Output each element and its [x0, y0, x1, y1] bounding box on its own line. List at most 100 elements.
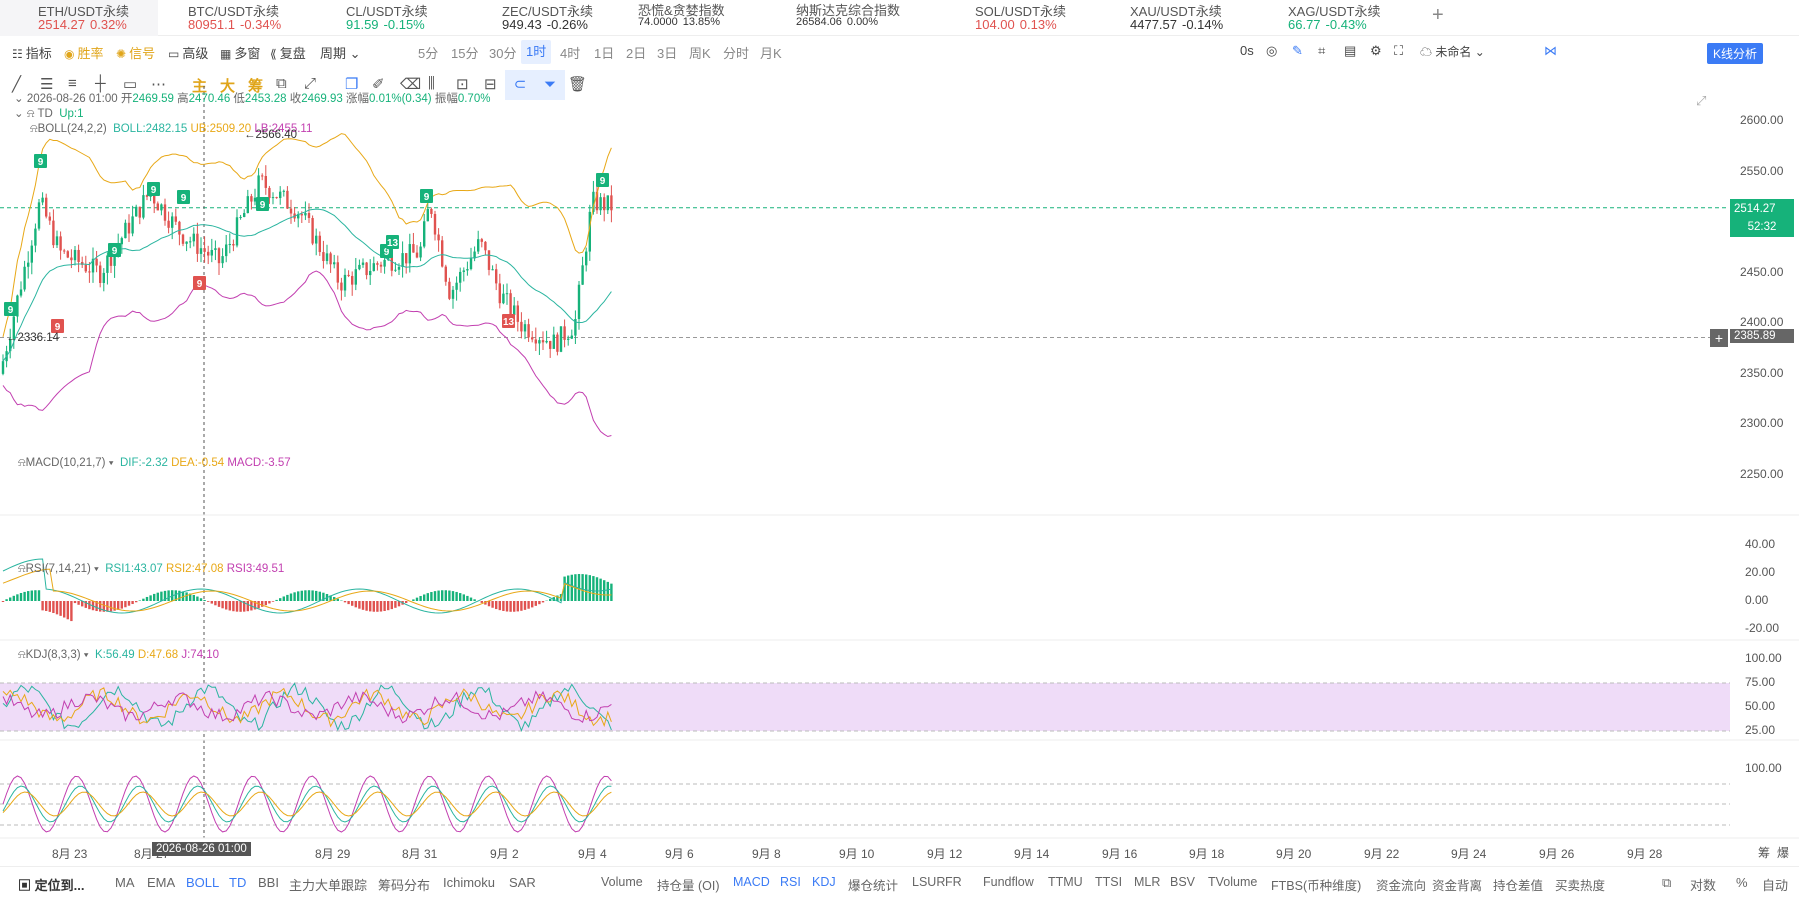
period-9[interactable]: 分时 — [723, 46, 750, 61]
winrate-button[interactable]: ◉ 胜率 — [64, 46, 104, 61]
edit-icon[interactable]: ⊟ — [484, 76, 497, 93]
sub-indicator-16[interactable]: 资金背离 — [1432, 879, 1483, 893]
chip-stats-icon[interactable]: ⧉ — [276, 75, 287, 92]
bars-icon[interactable]: ⫼ — [428, 75, 435, 92]
eraser-icon[interactable]: ⌫ — [400, 76, 422, 93]
period-7[interactable]: 3日 — [657, 46, 678, 61]
sub-indicator-0[interactable]: Volume — [601, 875, 643, 889]
sub-indicator-13[interactable]: TVolume — [1208, 875, 1258, 889]
expand-icon[interactable]: ⤢ — [1696, 93, 1707, 108]
countdown-toggle[interactable]: 0s — [1240, 43, 1254, 58]
template-icon[interactable]: ▤ — [1344, 43, 1357, 58]
collapse-icon[interactable]: ⌄ — [14, 108, 24, 120]
advanced-button[interactable]: ▭ 高级 — [168, 46, 209, 61]
sub-indicator-2[interactable]: MACD — [733, 875, 770, 889]
period-dropdown[interactable]: 周期 ⌄ — [320, 46, 361, 61]
burst-axis-toggle[interactable]: 爆 — [1777, 846, 1790, 860]
kline-analysis-button[interactable]: K线分析 — [1707, 43, 1764, 64]
sub-indicator-11[interactable]: MLR — [1134, 875, 1161, 889]
add-price-line-button[interactable]: + — [1710, 329, 1728, 347]
signal-button[interactable]: ✺ 信号 — [116, 46, 156, 61]
auto-scale-toggle[interactable]: 自动 — [1762, 878, 1789, 893]
period-0[interactable]: 5分 — [418, 46, 439, 61]
sub-indicator-14[interactable]: FTBS(币种维度) — [1271, 879, 1362, 893]
filter-icon[interactable]: ⏷ — [535, 70, 565, 100]
popout-icon[interactable]: ⧉ — [1662, 875, 1672, 890]
settings-icon[interactable]: ⚙ — [1370, 43, 1382, 58]
lock-icon[interactable]: ⊡ — [456, 76, 469, 93]
main-indicator-4[interactable]: BBI — [258, 875, 279, 890]
period-2[interactable]: 30分 — [489, 46, 517, 61]
indicator-button[interactable]: ☷ 指标 — [12, 46, 52, 61]
sub-indicator-15[interactable]: 资金流向 — [1376, 879, 1427, 893]
period-3[interactable]: 1时 — [521, 40, 552, 64]
ticker-4[interactable]: 恐慌&贪婪指数 74.0000 13.85% — [632, 0, 790, 36]
ticker-7[interactable]: XAU/USDT永续 4477.57 -0.14% — [1100, 0, 1258, 36]
locate-button[interactable]: ▣ 定位到... — [18, 878, 85, 893]
brush-icon[interactable]: ✐ — [372, 76, 385, 93]
chip-axis-toggle[interactable]: 筹 — [1758, 846, 1771, 860]
ticker-5[interactable]: 纳斯达克综合指数 26584.06 0.00% — [790, 0, 945, 36]
add-ticker-button[interactable]: + — [1432, 4, 1444, 26]
ticker-quote: 26584.06 0.00% — [796, 16, 878, 28]
sub-indicator-6[interactable]: LSUR — [912, 875, 946, 889]
period-5[interactable]: 1日 — [594, 46, 615, 61]
main-indicator-5[interactable]: 主力大单跟踪 — [289, 878, 368, 893]
period-6[interactable]: 2日 — [626, 46, 647, 61]
sub-indicator-4[interactable]: KDJ — [812, 875, 836, 889]
big-order-button[interactable]: 大 — [220, 78, 236, 95]
main-indicator-6[interactable]: 筹码分布 — [378, 878, 431, 893]
period-1[interactable]: 15分 — [451, 46, 479, 61]
ticker-quote: 4477.57 -0.14% — [1130, 17, 1223, 32]
main-indicator-3[interactable]: TD — [229, 875, 247, 890]
fib-tool-icon[interactable]: ≡ — [68, 75, 77, 92]
period-8[interactable]: 周K — [689, 46, 711, 61]
sub-indicator-3[interactable]: RSI — [780, 875, 801, 889]
period-10[interactable]: 月K — [760, 46, 782, 61]
more-tools-icon[interactable]: ⋯ — [151, 76, 166, 93]
ticker-1[interactable]: BTC/USDT永续 80951.1 -0.34% — [158, 0, 316, 36]
ticker-6[interactable]: SOL/USDT永续 104.00 0.13% — [945, 0, 1100, 36]
multiwindow-button[interactable]: ▦ 多窗 — [220, 46, 261, 61]
ticker-8[interactable]: XAG/USDT永续 66.77 -0.43% — [1258, 0, 1418, 36]
log-scale-toggle[interactable]: 对数 — [1690, 878, 1717, 893]
line-tool-icon[interactable]: ╱ — [12, 76, 22, 93]
sub-indicator-17[interactable]: 持仓差值 — [1493, 879, 1544, 893]
horizontal-line-icon[interactable]: ┼ — [95, 75, 106, 92]
ticker-0[interactable]: ETH/USDT永续 2514.27 0.32% — [0, 0, 158, 36]
sub-indicator-8[interactable]: Fundflow — [983, 875, 1034, 889]
sub-indicator-7[interactable]: FR — [945, 875, 962, 889]
sub-indicator-10[interactable]: TTSI — [1095, 875, 1123, 889]
fullscreen-icon[interactable]: ⛶ — [1394, 43, 1404, 58]
sub-indicator-12[interactable]: BSV — [1170, 875, 1196, 889]
replay-button[interactable]: ⟪ 复盘 — [270, 46, 306, 61]
main-indicator-2[interactable]: BOLL — [186, 875, 220, 890]
main-indicator-0[interactable]: MA — [115, 875, 135, 890]
sub-indicator-1[interactable]: 持仓量 (OI) — [657, 879, 720, 893]
share-icon[interactable]: ⋈ — [1544, 43, 1557, 58]
sub-indicator-18[interactable]: 买卖热度 — [1555, 879, 1606, 893]
chip-button[interactable]: 筹 — [248, 78, 264, 95]
ticker-2[interactable]: CL/USDT永续 91.59 -0.15% — [316, 0, 472, 36]
copy-icon[interactable]: ❐ — [345, 76, 359, 93]
camera-icon[interactable]: ◎ — [1266, 43, 1278, 58]
layout-name-dropdown[interactable]: ☁ 未命名 ⌄ — [1420, 45, 1485, 59]
ticker-3[interactable]: ZEC/USDT永续 949.43 -0.26% — [472, 0, 632, 36]
collapse-icon[interactable]: ⌄ — [14, 93, 24, 105]
main-indicator-1[interactable]: EMA — [147, 875, 176, 890]
percent-scale-toggle[interactable]: % — [1736, 875, 1748, 890]
sub-indicator-9[interactable]: TTMU — [1048, 875, 1083, 889]
period-4[interactable]: 4时 — [560, 46, 581, 61]
main-indicator-7[interactable]: Ichimoku — [443, 875, 496, 890]
sub-indicator-5[interactable]: 爆仓统计 — [848, 879, 899, 893]
magnet-icon[interactable]: ⊂ — [505, 70, 535, 100]
trash-icon[interactable]: 🗑 — [568, 76, 588, 93]
main-force-button[interactable]: 主 — [192, 78, 208, 95]
main-indicator-8[interactable]: SAR — [509, 875, 536, 890]
measure-icon[interactable]: ⤢ — [304, 75, 317, 92]
rectangle-tool-icon[interactable]: ▭ — [123, 76, 138, 93]
crop-icon[interactable]: ⌗ — [1318, 43, 1326, 58]
pen-icon[interactable]: ✎ — [1292, 43, 1303, 58]
channel-tool-icon[interactable]: ☰ — [40, 76, 54, 93]
